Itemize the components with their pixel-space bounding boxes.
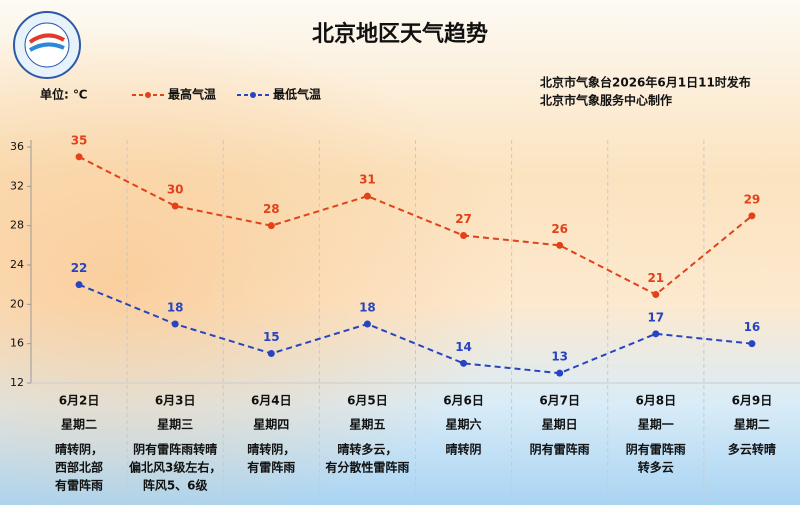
data-point: [460, 232, 468, 239]
y-tick-label: 12: [10, 376, 24, 389]
weekday-label: 星期六: [446, 417, 482, 432]
weekday-label: 星期四: [253, 417, 289, 432]
series-line: [78, 283, 753, 375]
data-label: 30: [167, 183, 184, 197]
legend-dot: [145, 92, 151, 98]
data-point: [75, 153, 83, 161]
weekday-label: 星期日: [542, 417, 578, 432]
y-tick-label: 24: [10, 258, 24, 271]
data-label: 22: [71, 261, 88, 275]
date-label: 6月2日: [59, 394, 100, 408]
data-point: [652, 330, 660, 338]
weather-label: 晴转多云，: [337, 442, 397, 457]
date-label: 6月9日: [732, 394, 773, 408]
data-label: 18: [359, 301, 376, 315]
weekday-label: 星期三: [157, 417, 193, 432]
data-point: [171, 202, 179, 210]
date-label: 6月3日: [155, 394, 196, 408]
data-point: [748, 340, 756, 348]
weather-label: 有雷阵雨: [55, 478, 103, 493]
unit-label: 单位: ℃: [40, 87, 88, 102]
date-label: 6月4日: [251, 394, 292, 408]
data-label: 16: [744, 320, 761, 334]
data-label: 18: [167, 301, 184, 315]
data-label: 35: [71, 133, 88, 147]
legend-dot: [250, 92, 256, 98]
weather-label: 转多云: [638, 460, 674, 475]
data-label: 15: [263, 330, 280, 344]
data-label: 26: [551, 222, 568, 236]
data-label: 17: [647, 310, 664, 324]
weekday-label: 星期二: [734, 417, 770, 432]
data-label: 13: [551, 350, 568, 364]
data-point: [652, 291, 660, 298]
weather-label: 阴有雷阵雨转晴: [133, 442, 217, 457]
weather-label: 阵风5、6级: [143, 478, 208, 493]
weather-label: 有分散性雷阵雨: [325, 460, 409, 475]
weather-label: 有雷阵雨: [247, 460, 295, 475]
data-point: [267, 350, 275, 357]
series-line: [78, 155, 753, 296]
weather-label: 晴转阴: [446, 442, 482, 457]
date-label: 6月5日: [347, 394, 388, 408]
weekday-label: 星期五: [349, 417, 385, 432]
publisher: 北京市气象服务中心制作: [540, 93, 672, 108]
data-point: [363, 320, 371, 328]
legend-label: 最低气温: [273, 87, 321, 102]
chart-title: 北京地区天气趋势: [312, 21, 488, 47]
date-label: 6月6日: [443, 394, 484, 408]
weekday-label: 星期一: [638, 417, 674, 432]
y-tick-label: 36: [10, 140, 24, 153]
weather-label: 西部北部: [55, 460, 103, 475]
data-point: [75, 281, 83, 289]
data-label: 14: [455, 340, 472, 354]
weather-label: 晴转阴，: [55, 442, 103, 457]
data-point: [556, 241, 564, 249]
weather-label: 多云转晴: [728, 442, 776, 457]
y-tick-label: 20: [10, 297, 24, 310]
weather-label: 阴有雷阵雨: [530, 442, 590, 457]
data-label: 21: [647, 271, 664, 285]
data-point: [556, 369, 564, 377]
weather-label: 阴有雷阵雨: [626, 442, 686, 457]
y-tick-label: 16: [10, 337, 24, 350]
logo: [13, 11, 81, 79]
publisher: 北京市气象台2026年6月1日11时发布: [540, 75, 751, 90]
weekday-label: 星期二: [61, 417, 97, 432]
weather-label: 偏北风3级左右，: [129, 460, 221, 475]
data-label: 31: [359, 173, 376, 187]
y-tick-label: 32: [10, 179, 24, 192]
data-label: 27: [455, 212, 472, 226]
data-label: 29: [744, 192, 761, 206]
date-label: 6月7日: [539, 394, 580, 408]
data-point: [363, 192, 371, 200]
weather-label: 晴转阴，: [247, 442, 295, 457]
data-point: [460, 359, 468, 367]
data-point: [171, 320, 179, 328]
data-point: [267, 222, 275, 230]
legend-label: 最高气温: [168, 87, 216, 102]
data-point: [748, 212, 756, 220]
data-label: 28: [263, 202, 280, 216]
date-label: 6月8日: [635, 394, 676, 408]
y-tick-label: 28: [10, 219, 24, 232]
